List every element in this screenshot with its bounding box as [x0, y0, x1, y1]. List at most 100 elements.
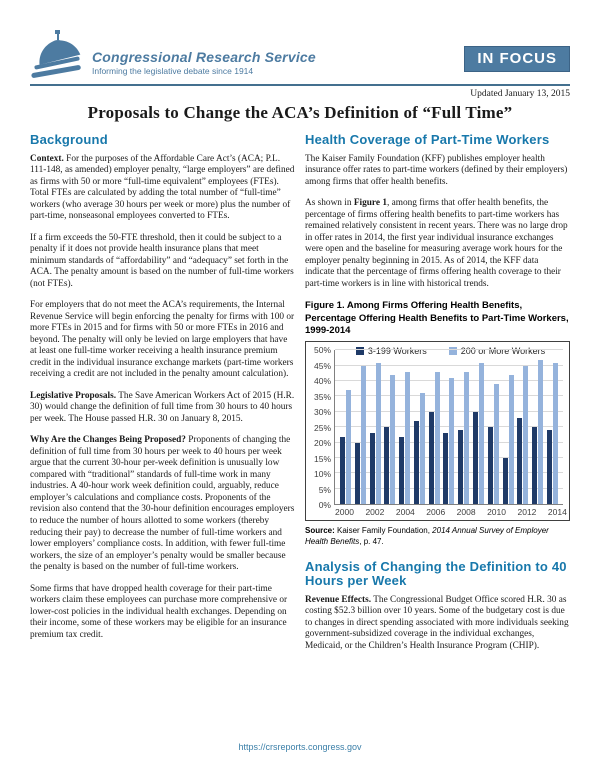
crs-logo: Congressional Research Service Informing… [30, 30, 316, 78]
crs-in-focus-page: Congressional Research Service Informing… [30, 30, 570, 752]
bar-group-2000 [340, 350, 351, 505]
bar-group-2002 [369, 350, 381, 505]
gridline [335, 472, 563, 474]
paragraph-revenue-effects: Revenue Effects. The Congressional Budge… [305, 594, 569, 651]
paragraph-figure1-discussion: As shown in Figure 1, among firms that o… [305, 198, 568, 289]
y-tick-label: 45% [313, 360, 331, 371]
chart-bars [335, 350, 563, 505]
bar-group-2012 [517, 350, 529, 505]
bar-group-2010 [487, 350, 499, 505]
legend-swatch-icon [355, 347, 364, 356]
section-title-background: Background [30, 132, 108, 147]
bar-group-2014 [546, 350, 558, 505]
bar-2008 [464, 371, 470, 505]
org-name: Congressional Research Service [92, 49, 316, 65]
org-tagline: Informing the legislative debate since 1… [92, 66, 254, 76]
figure-caption: Figure 1. Among Firms Offering Health Be… [305, 300, 569, 336]
bar-group-2003 [384, 350, 396, 505]
x-tick-label: 2012 [517, 507, 537, 518]
paragraph-context: Context. For the purposes of the Afforda… [30, 153, 295, 222]
bar-2004 [405, 371, 411, 505]
y-tick-label: 0% [318, 500, 331, 511]
chart-plot-area [334, 349, 563, 506]
bar-group-2007 [443, 350, 455, 505]
y-tick-label: 25% [313, 422, 331, 433]
x-tick-label [537, 507, 548, 517]
legend-swatch-icon [448, 347, 457, 356]
y-tick-label: 15% [313, 453, 331, 464]
paragraph-irs-enforcement: For employers that do not meet the ACA’s… [30, 300, 295, 380]
chart-x-axis-labels: 2000 2002 2004 2006 2008 2010 2012 2014 [334, 505, 567, 518]
bar-2013 [538, 359, 544, 505]
bar-2000 [340, 436, 345, 505]
bar-2007 [449, 377, 455, 505]
gridline [335, 410, 563, 412]
paragraph-why-changes: Why Are the Changes Being Proposed? Prop… [30, 435, 295, 573]
gridline [335, 364, 563, 366]
chart-y-axis-labels: 0% 5% 10% 15% 20% 25% 30% 35% 40% 45% 50% [308, 345, 334, 510]
y-tick-label: 50% [313, 345, 331, 356]
x-tick-label: 2014 [547, 507, 567, 518]
content-columns: Background Context. For the purposes of … [30, 132, 570, 663]
bar-2014 [546, 430, 552, 505]
bar-2014 [552, 362, 558, 505]
capitol-dome-icon [31, 30, 81, 78]
bar-group-2005 [413, 350, 425, 505]
page-title: Proposals to Change the ACA’s Definition… [87, 103, 513, 122]
bar-2012 [523, 365, 529, 505]
bar-2010 [493, 384, 499, 505]
updated-date: Updated January 13, 2015 [470, 89, 570, 99]
gridline [335, 487, 563, 489]
bar-2006 [434, 371, 440, 505]
paragraph-dropped-coverage: Some firms that have dropped health cove… [30, 583, 288, 640]
chart-legend: 3-199 Workers 200 or More Workers [332, 346, 569, 356]
y-tick-label: 40% [313, 376, 331, 387]
bar-group-2006 [428, 350, 440, 505]
x-tick-label [476, 507, 487, 517]
bar-2011 [508, 374, 514, 505]
y-tick-label: 10% [313, 469, 331, 480]
bar-2001 [354, 442, 360, 505]
gridline [335, 441, 563, 443]
bar-2007 [443, 433, 449, 505]
x-tick-label: 2006 [426, 507, 446, 518]
y-tick-label: 30% [313, 407, 331, 418]
x-tick-label: 2010 [487, 507, 506, 518]
gridline [335, 426, 563, 428]
bar-2002 [375, 362, 381, 505]
bar-2001 [360, 365, 366, 505]
bar-group-2011 [502, 350, 514, 505]
bar-2011 [502, 458, 508, 505]
bar-2010 [487, 427, 493, 505]
bar-2000 [346, 390, 351, 505]
source-note: Source: Kaiser Family Foundation, 2014 A… [305, 526, 549, 547]
bar-2009 [479, 362, 485, 505]
gridline [335, 457, 563, 459]
bar-2002 [369, 433, 375, 505]
legend-label: 3-199 Workers [367, 346, 427, 357]
footer-link[interactable]: https://crsreports.congress.gov [238, 742, 362, 752]
bar-2003 [390, 374, 396, 505]
legend-item: 3-199 Workers [355, 346, 427, 357]
left-column: Background Context. For the purposes of … [30, 132, 295, 663]
y-tick-label: 20% [313, 438, 331, 449]
legend-item: 200 or More Workers [448, 346, 546, 357]
bar-2013 [532, 427, 538, 505]
paragraph-legislative-proposals: Legislative Proposals. The Save American… [30, 390, 295, 424]
x-tick-label [385, 507, 396, 517]
gridline [335, 395, 563, 397]
x-tick-label: 2008 [456, 507, 476, 518]
bar-group-2013 [532, 350, 544, 505]
legend-label: 200 or More Workers [460, 346, 546, 357]
x-tick-label: 2002 [365, 507, 385, 518]
header-rule [30, 84, 570, 86]
in-focus-badge: IN FOCUS [464, 46, 570, 72]
x-tick-label: 2000 [335, 507, 354, 518]
section-title-analysis: Analysis of Changing the Definition to 4… [305, 558, 567, 589]
x-tick-label [445, 507, 456, 517]
bar-2009 [473, 411, 479, 505]
paragraph-kff: The Kaiser Family Foundation (KFF) publi… [305, 153, 568, 187]
y-tick-label: 35% [313, 391, 331, 402]
y-tick-label: 5% [318, 484, 331, 495]
paragraph-50-fte: If a firm exceeds the 50-FTE threshold, … [30, 232, 294, 289]
